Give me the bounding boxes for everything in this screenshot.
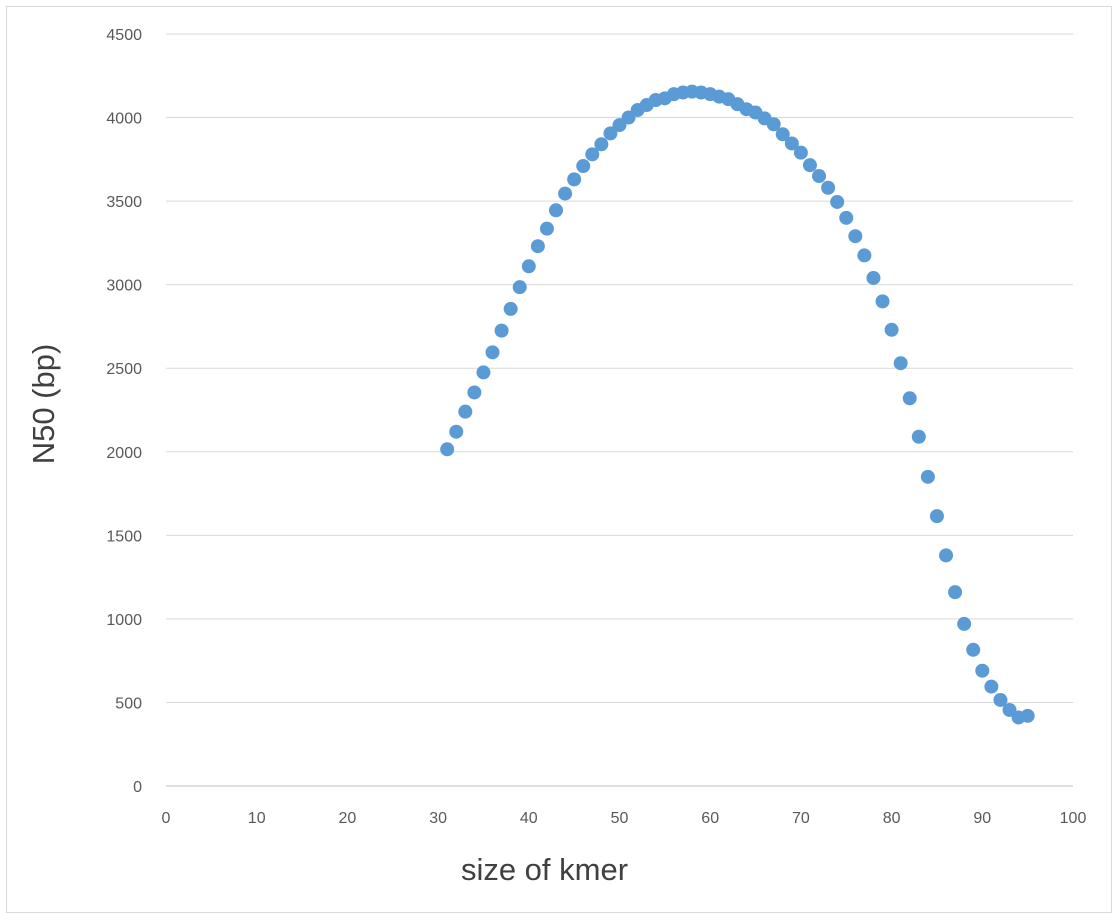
data-point (476, 365, 491, 380)
data-point (812, 169, 827, 184)
data-point (458, 404, 473, 419)
data-point (775, 127, 790, 142)
data-point (857, 248, 872, 263)
data-point (576, 159, 591, 174)
data-point (766, 117, 781, 132)
data-point (567, 172, 582, 187)
data-point (966, 642, 981, 657)
data-point (929, 509, 944, 524)
y-tick-label: 1500 (106, 528, 142, 545)
data-point (603, 126, 618, 141)
data-point (494, 323, 509, 338)
data-point (948, 585, 963, 600)
data-points (440, 84, 1035, 725)
data-point (839, 210, 854, 225)
x-tick-label: 10 (248, 810, 266, 827)
x-axis-title: size of kmer (461, 852, 628, 887)
y-axis-title: N50 (bp) (26, 344, 61, 465)
x-axis-tick-labels: 0 10 20 30 40 50 60 70 80 90 100 (162, 810, 1087, 827)
data-point (902, 391, 917, 406)
data-point (549, 203, 564, 218)
x-tick-label: 60 (701, 810, 719, 827)
data-point (485, 345, 500, 360)
x-tick-label: 50 (611, 810, 629, 827)
x-tick-label: 30 (429, 810, 447, 827)
data-point (975, 663, 990, 678)
data-point (784, 136, 799, 151)
y-tick-label: 3000 (106, 278, 142, 295)
y-tick-label: 1000 (106, 612, 142, 629)
data-point (893, 356, 908, 371)
data-point (866, 270, 881, 285)
data-point (920, 469, 935, 484)
data-point (585, 147, 600, 162)
x-tick-label: 0 (162, 810, 171, 827)
data-point (440, 442, 455, 457)
y-tick-label: 3500 (106, 194, 142, 211)
data-point (539, 221, 554, 236)
data-point (1020, 708, 1035, 723)
data-point (521, 259, 536, 274)
data-point (984, 679, 999, 694)
data-point (830, 194, 845, 209)
data-point (503, 301, 518, 316)
data-point (957, 616, 972, 631)
data-point (884, 322, 899, 337)
chart-area (6, 6, 1112, 913)
x-tick-label: 20 (339, 810, 357, 827)
data-point (993, 692, 1008, 707)
gridlines (166, 33, 1073, 787)
data-point (467, 385, 482, 400)
x-tick-label: 90 (973, 810, 991, 827)
data-point (594, 137, 609, 152)
y-tick-label: 4500 (106, 27, 142, 44)
data-point (558, 186, 573, 201)
data-point (939, 548, 954, 563)
data-point (848, 229, 863, 244)
data-point (821, 180, 836, 195)
y-axis-tick-labels: 0 500 1000 1500 2000 2500 3000 3500 4000 4500 (106, 27, 142, 796)
x-tick-label: 80 (883, 810, 901, 827)
data-point (911, 429, 926, 444)
data-point (530, 239, 545, 254)
y-tick-label: 2000 (106, 445, 142, 462)
data-point (512, 280, 527, 295)
data-point (875, 294, 890, 309)
data-point (449, 424, 464, 439)
y-tick-label: 4000 (106, 111, 142, 128)
x-tick-label: 70 (792, 810, 810, 827)
x-tick-label: 100 (1060, 810, 1087, 827)
x-tick-label: 40 (520, 810, 538, 827)
data-point (793, 145, 808, 160)
y-tick-label: 500 (115, 695, 142, 712)
y-tick-label: 2500 (106, 361, 142, 378)
data-point (802, 158, 817, 173)
y-tick-label: 0 (133, 779, 142, 796)
